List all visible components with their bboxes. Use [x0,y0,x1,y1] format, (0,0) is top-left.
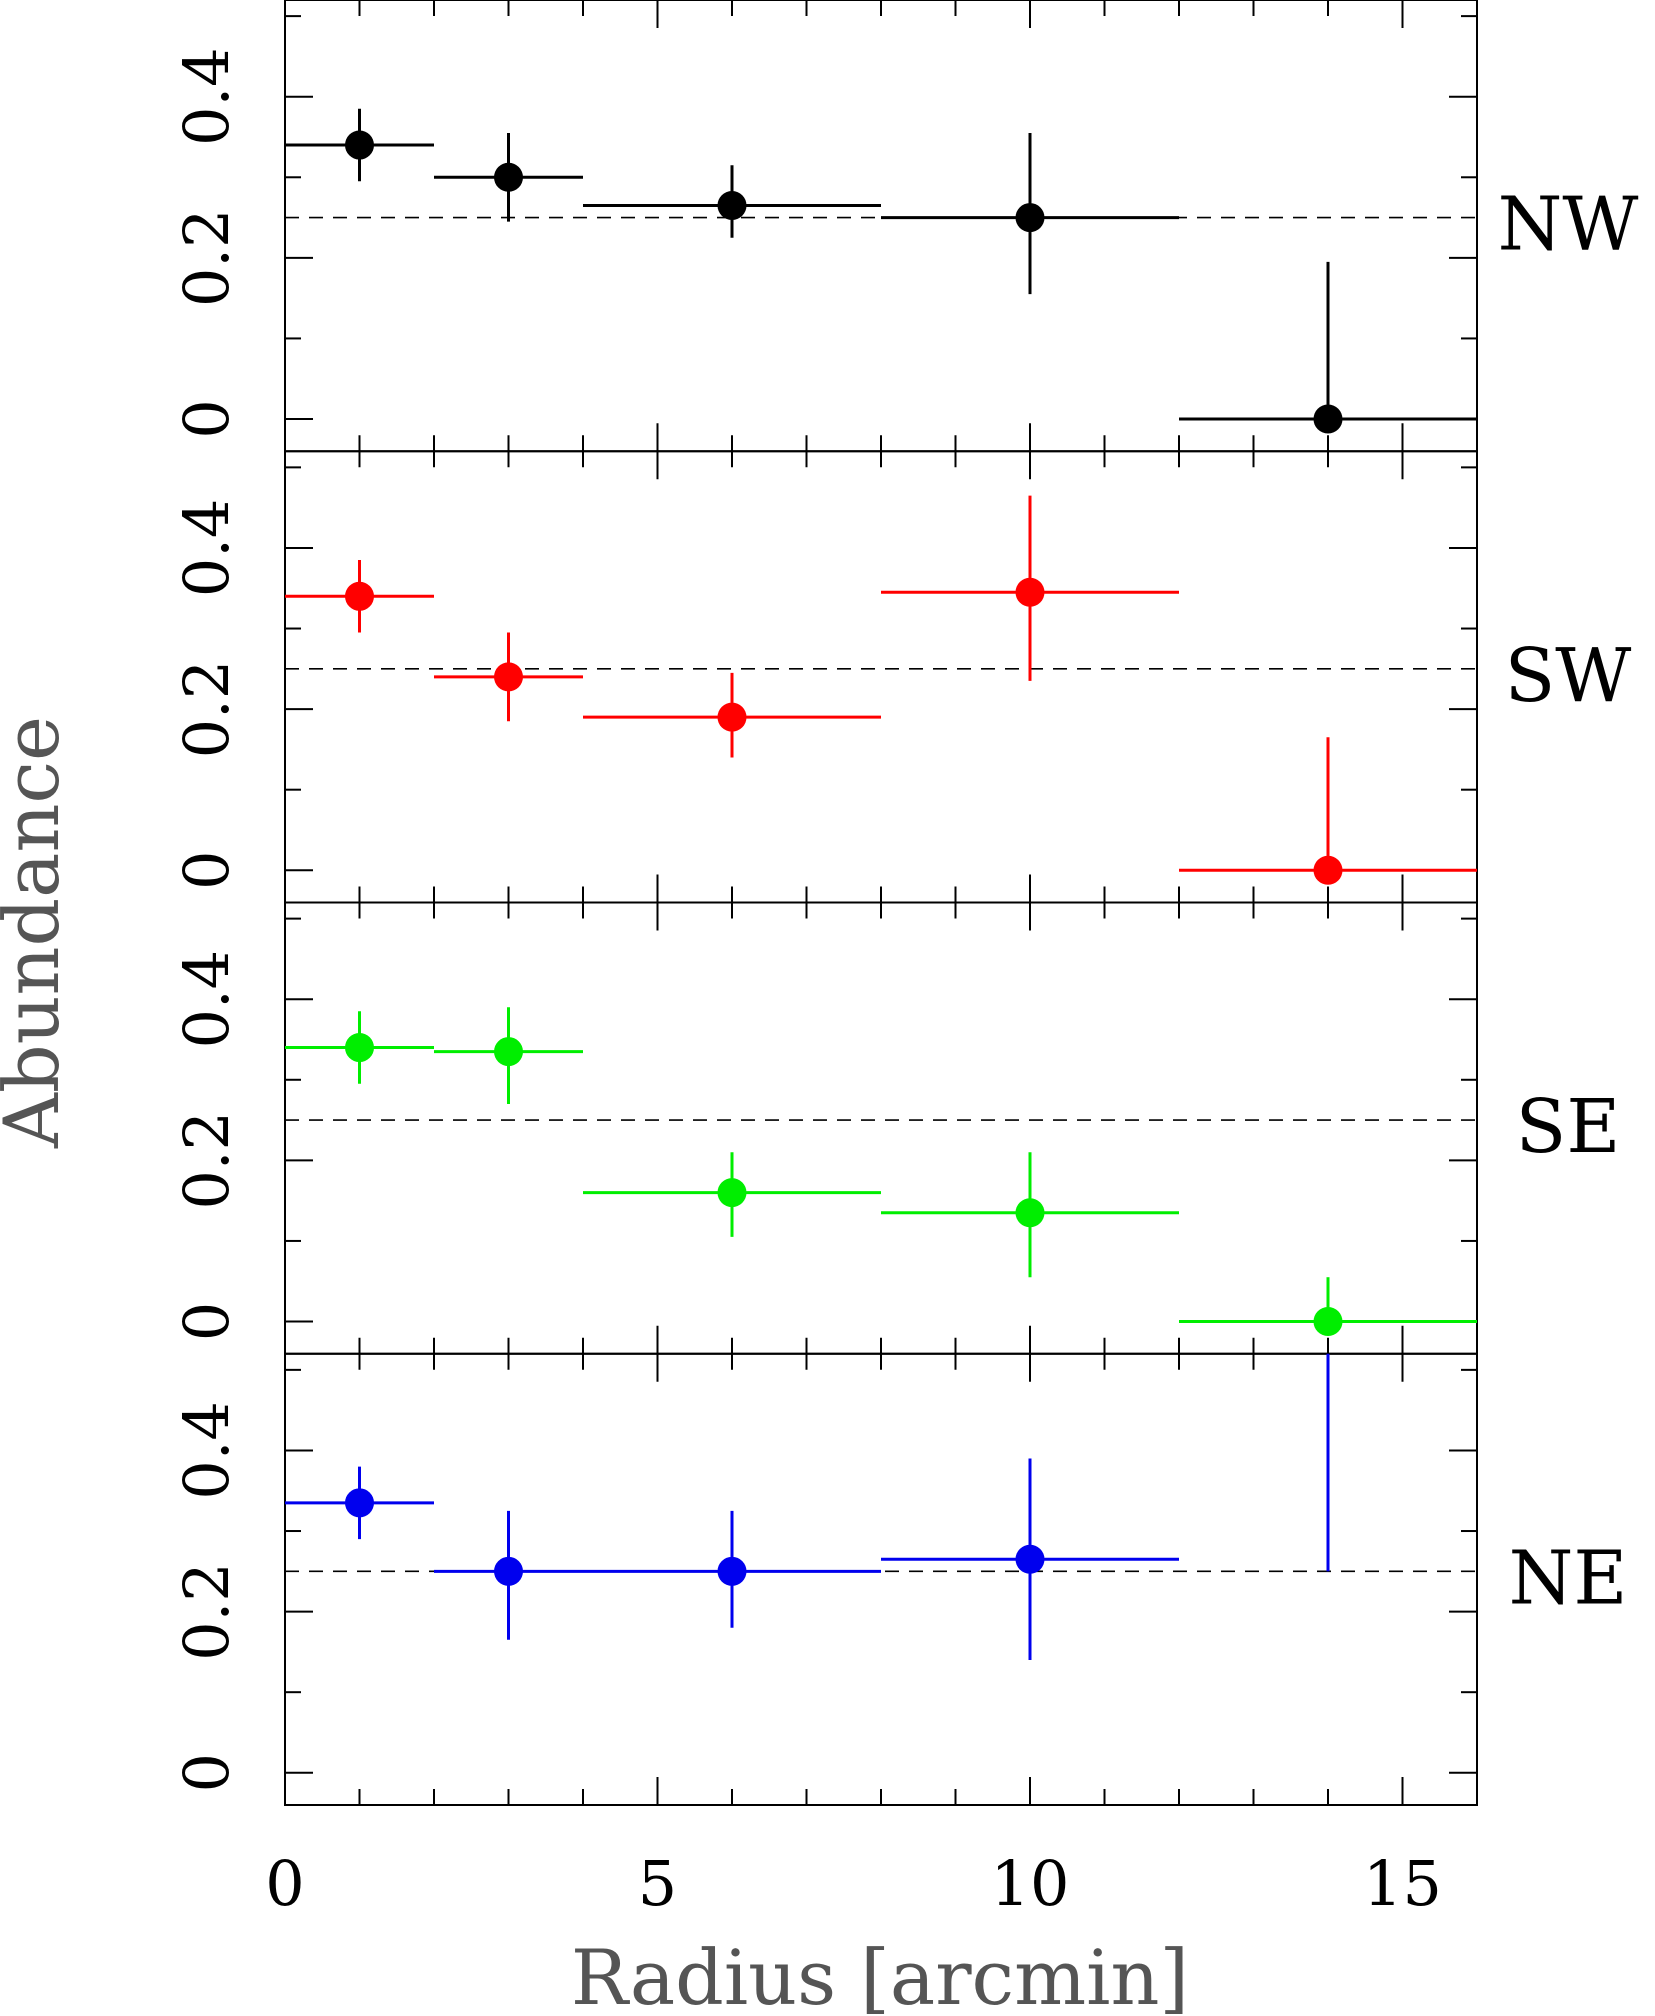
y-tick-label: 0.4 [170,47,243,146]
data-point [583,1510,881,1628]
data-point [434,632,583,722]
marker [717,1556,747,1586]
data-point [881,495,1179,681]
panel-frame [284,901,1478,1355]
y-tick-label: 0 [170,399,243,438]
y-tick-label: 0.2 [170,660,243,759]
marker [345,581,374,611]
x-tick-label: 0 [265,1847,304,1920]
marker [345,130,374,160]
panel-ne: 0 0.2 0.4 NE [170,1352,1628,1806]
y-tick-label: 0.4 [170,950,243,1049]
marker [1313,404,1343,434]
data-point [285,1011,434,1084]
y-tick-label: 0.2 [170,1562,243,1661]
marker [1015,577,1045,607]
data-point [881,132,1179,295]
x-tick-label: 10 [991,1847,1070,1920]
marker [494,1556,523,1586]
y-tick-label: 0.2 [170,209,243,308]
panels-group: 0 0.2 0.4 NW 0 0.2 0.4 SW 0 0.2 0.4 SE 0 0.2 0.4 NE 0 5 10… [170,0,1638,1920]
data-point [583,672,881,758]
marker [717,1178,747,1208]
y-tick-label: 0 [170,1302,243,1341]
panel-nw: 0 0.2 0.4 NW [170,0,1639,453]
panel-se: 0 0.2 0.4 SE [170,901,1621,1355]
marker [1313,855,1343,885]
data-point [583,165,881,238]
y-tick-label: 0.2 [170,1111,243,1210]
data-point [1179,261,1477,434]
data-point [285,108,434,182]
marker [1313,1307,1343,1337]
x-tick-label: 5 [638,1847,677,1920]
y-tick-label: 0 [170,1753,243,1792]
x-tick-label: 15 [1363,1847,1442,1920]
panel-frame [284,0,1478,453]
marker [345,1488,374,1518]
data-point [1179,737,1477,885]
y-tick-label: 0 [170,851,243,890]
marker [345,1033,374,1063]
data-point [1179,1277,1477,1337]
panel-sw: 0 0.2 0.4 SW [170,450,1632,904]
marker [717,702,747,732]
data-point [285,1466,434,1540]
panel-frame [284,1352,1478,1806]
data-point [285,560,434,633]
panel-label: SE [1516,1084,1621,1170]
data-point [434,1007,583,1104]
data-point [881,1458,1179,1660]
data-point [434,132,583,222]
panel-label: NW [1498,182,1639,268]
x-axis-title: Radius [arcmin] [571,1933,1189,2016]
data-point [583,1152,881,1237]
data-point [881,1152,1179,1278]
marker [494,162,523,192]
data-point [434,1510,583,1640]
marker [717,190,747,220]
marker [494,662,523,692]
marker [1015,203,1045,233]
y-tick-label: 0.4 [170,499,243,598]
marker [1015,1544,1045,1574]
y-tick-label: 0.4 [170,1401,243,1500]
marker [494,1037,523,1067]
y-axis-title: Abundance [0,716,76,1149]
panel-label: NE [1509,1535,1628,1621]
panel-label: SW [1505,633,1632,719]
marker [1015,1198,1045,1228]
